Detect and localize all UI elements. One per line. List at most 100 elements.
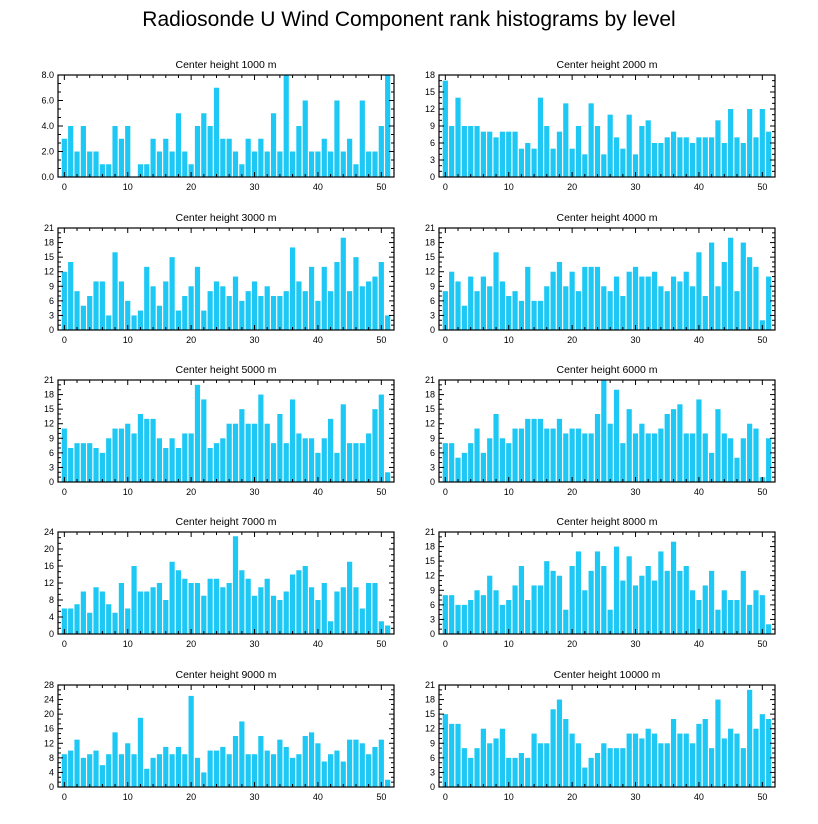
histogram-bar bbox=[251, 151, 258, 177]
histogram-bar bbox=[296, 433, 302, 482]
histogram-bar bbox=[689, 743, 696, 787]
histogram-bar bbox=[74, 739, 80, 787]
histogram-bar bbox=[372, 746, 378, 787]
x-tick-label: 40 bbox=[694, 639, 704, 649]
histogram-bar bbox=[68, 262, 74, 330]
histogram-bar bbox=[302, 566, 308, 634]
histogram-bar bbox=[220, 746, 226, 787]
histogram-bar bbox=[213, 281, 220, 330]
x-tick-label: 10 bbox=[123, 487, 133, 497]
histogram-bar bbox=[499, 281, 505, 330]
histogram-bar bbox=[334, 262, 340, 330]
histogram-bar bbox=[734, 600, 740, 634]
histogram-bar bbox=[449, 271, 455, 330]
y-tick-label: 18 bbox=[425, 695, 435, 705]
x-tick-label: 0 bbox=[62, 335, 67, 345]
histogram-bar bbox=[512, 131, 518, 177]
histogram-bar bbox=[544, 743, 550, 787]
histogram-bar bbox=[226, 583, 232, 634]
y-tick-label: 6 bbox=[49, 448, 54, 458]
histogram-bar bbox=[302, 438, 308, 482]
histogram-bar bbox=[512, 757, 518, 787]
y-tick-label: 6 bbox=[430, 600, 435, 610]
histogram-bar bbox=[594, 266, 601, 330]
histogram-bar bbox=[651, 433, 658, 482]
x-tick-label: 30 bbox=[631, 335, 641, 345]
histogram-bar bbox=[683, 271, 689, 330]
histogram-bar bbox=[251, 595, 258, 634]
histogram-bar bbox=[131, 315, 137, 330]
histogram-bar bbox=[525, 757, 531, 787]
histogram-bar bbox=[251, 281, 258, 330]
histogram-bar bbox=[125, 300, 131, 330]
histogram-bar bbox=[194, 384, 201, 482]
histogram-bar bbox=[721, 590, 727, 634]
histogram-bar bbox=[506, 600, 512, 634]
x-tick-label: 10 bbox=[123, 335, 133, 345]
histogram-bar bbox=[182, 433, 188, 482]
x-tick-label: 40 bbox=[313, 792, 323, 802]
x-tick-label: 40 bbox=[694, 335, 704, 345]
histogram-bar bbox=[283, 291, 289, 330]
histogram-bar bbox=[118, 583, 124, 634]
histogram-bar bbox=[175, 746, 182, 787]
histogram-bar bbox=[537, 585, 544, 634]
histogram-bar bbox=[677, 281, 683, 330]
histogram-bar bbox=[474, 428, 480, 482]
y-tick-label: 18 bbox=[44, 390, 54, 400]
histogram-bar bbox=[125, 126, 131, 177]
histogram-bar bbox=[449, 723, 455, 787]
histogram-bar bbox=[87, 151, 93, 177]
y-tick-label: 9 bbox=[430, 585, 435, 595]
histogram-bar bbox=[213, 87, 220, 177]
histogram-bar bbox=[632, 585, 639, 634]
histogram-bar bbox=[239, 570, 245, 634]
histogram-bar bbox=[125, 608, 131, 634]
histogram-bar bbox=[525, 600, 531, 634]
histogram-bar bbox=[264, 286, 270, 330]
histogram-bar bbox=[232, 276, 239, 330]
histogram-bar bbox=[315, 452, 321, 482]
histogram-bar bbox=[556, 262, 563, 330]
histogram-bar bbox=[93, 151, 99, 177]
histogram-bar bbox=[620, 580, 626, 634]
histogram-bar bbox=[372, 583, 378, 634]
histogram-bar bbox=[289, 247, 296, 330]
histogram-bar bbox=[150, 286, 156, 330]
y-tick-label: 6 bbox=[430, 296, 435, 306]
histogram-bar bbox=[340, 237, 346, 330]
histogram-bar bbox=[302, 100, 308, 177]
histogram-bar bbox=[251, 423, 258, 482]
y-tick-label: 9 bbox=[430, 738, 435, 748]
histogram-bar bbox=[118, 754, 124, 787]
histogram-bar bbox=[106, 604, 112, 634]
histogram-bar bbox=[721, 433, 727, 482]
plot-frame bbox=[438, 531, 776, 635]
histogram-bar bbox=[601, 380, 607, 482]
histogram-bar bbox=[112, 126, 118, 177]
panel-title: Center height 10000 m bbox=[554, 669, 661, 681]
histogram-bar bbox=[378, 394, 384, 482]
histogram-bar bbox=[156, 151, 163, 177]
histogram-bar bbox=[753, 137, 759, 177]
histogram-bar bbox=[556, 575, 563, 634]
histogram-bar bbox=[353, 257, 359, 330]
histogram-bar bbox=[721, 262, 727, 330]
histogram-bar bbox=[734, 457, 740, 482]
histogram-bar bbox=[359, 443, 365, 482]
histogram-bar bbox=[702, 719, 708, 787]
histogram-bar bbox=[747, 689, 753, 787]
histogram-bar bbox=[80, 126, 86, 177]
y-tick-label: 12 bbox=[425, 571, 435, 581]
histogram-bar bbox=[220, 138, 226, 177]
x-tick-label: 50 bbox=[376, 487, 386, 497]
histogram-bar bbox=[740, 143, 746, 177]
histogram-bar bbox=[359, 100, 365, 177]
y-tick-label: 28 bbox=[44, 680, 54, 690]
histogram-bar bbox=[321, 266, 327, 330]
histogram-bar bbox=[550, 709, 556, 787]
panel-title: Center height 2000 m bbox=[557, 59, 658, 71]
histogram-bar bbox=[150, 138, 156, 177]
x-tick-label: 30 bbox=[631, 792, 641, 802]
histogram-bar bbox=[474, 126, 480, 177]
